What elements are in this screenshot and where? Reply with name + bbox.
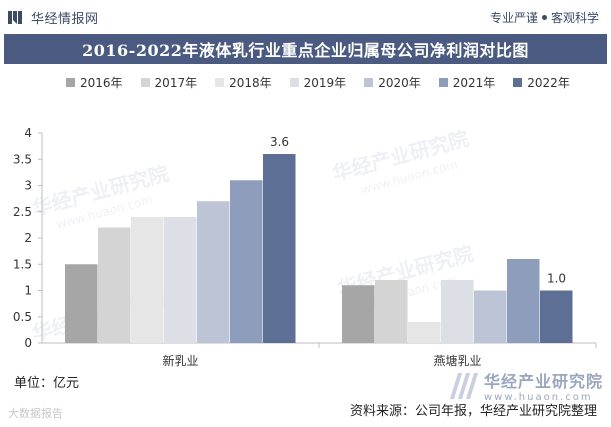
y-tick-label: 0.5 xyxy=(13,310,32,324)
bar xyxy=(474,290,507,343)
bar xyxy=(197,201,230,343)
legend-swatch xyxy=(513,78,523,87)
legend-item: 2019年 xyxy=(289,74,347,91)
y-tick-label: 2.5 xyxy=(13,205,32,219)
bar xyxy=(408,322,441,343)
bar-chart: 0 0.5 1 1.5 2 2.5 3 3.5 4 新乳业 燕塘乳业 3.6 1.0 xyxy=(13,126,597,368)
bar xyxy=(540,290,573,343)
legend-item: 2016年 xyxy=(66,74,123,91)
bar xyxy=(375,280,408,343)
legend-swatch xyxy=(289,78,299,87)
legend-swatch xyxy=(140,78,150,87)
data-label: 1.0 xyxy=(547,272,566,286)
bar xyxy=(98,227,131,343)
brand: 华经情报网 xyxy=(8,8,99,27)
source-note: 资料来源：公司年报，华经产业研究院整理 xyxy=(349,404,597,419)
footer-brand: 大数据报告 xyxy=(8,407,63,420)
unit-label: 单位：亿元 xyxy=(14,376,80,391)
legend-label: 2021年 xyxy=(452,76,496,90)
title-bar: 2016-2022年液体乳行业重点企业归属母公司净利润对比图 xyxy=(4,34,607,64)
x-tick-label: 新乳业 xyxy=(162,353,198,368)
bar xyxy=(230,180,263,343)
watermark-logo: 华经产业研究院 www.huaon.com xyxy=(448,368,603,403)
legend-item: 2020年 xyxy=(364,74,421,91)
bar xyxy=(507,259,540,343)
legend-swatch xyxy=(438,78,448,87)
legend-label: 2022年 xyxy=(527,76,570,90)
bar xyxy=(342,285,375,343)
bar xyxy=(441,280,474,343)
y-tick-label: 1 xyxy=(24,284,32,298)
legend-item: 2017年 xyxy=(140,74,198,91)
slogan-right: 客观科学 xyxy=(550,11,599,25)
brand-logo-icon xyxy=(8,11,22,24)
legend-label: 2017年 xyxy=(154,76,198,90)
legend-item: 2021年 xyxy=(438,74,496,91)
chart-legend: 2016年 2017年 2018年 2019年 2020年 2021年 2022年 xyxy=(66,74,588,91)
x-tick-label: 燕塘乳业 xyxy=(433,353,481,368)
y-tick-label: 3.5 xyxy=(13,152,32,166)
bar xyxy=(164,217,197,343)
legend-swatch xyxy=(364,78,374,87)
bar xyxy=(65,264,98,343)
y-tick-label: 0 xyxy=(24,336,32,350)
legend-label: 2016年 xyxy=(80,76,123,90)
bar xyxy=(263,154,296,343)
legend-swatch xyxy=(215,78,225,87)
watermark-logo-cn: 华经产业研究院 xyxy=(483,372,603,391)
data-label: 3.6 xyxy=(270,135,289,149)
y-tick-label: 4 xyxy=(24,126,32,140)
slogan-left: 专业严谨 xyxy=(489,11,538,25)
legend-label: 2018年 xyxy=(229,76,272,90)
stripes-logo-icon xyxy=(449,372,478,399)
legend-item: 2018年 xyxy=(215,74,272,91)
legend-label: 2020年 xyxy=(378,76,421,90)
legend-swatch xyxy=(66,78,75,87)
watermark-logo-en: www.huaon.com xyxy=(483,392,593,403)
chart-title: 2016-2022年液体乳行业重点企业归属母公司净利润对比图 xyxy=(82,41,529,60)
slogan: 专业严谨 客观科学 xyxy=(490,9,599,26)
bullet-dot-icon xyxy=(541,15,547,20)
y-tick-label: 3 xyxy=(24,179,32,193)
brand-name: 华经情报网 xyxy=(31,12,99,27)
legend-label: 2019年 xyxy=(303,76,347,90)
y-tick-label: 2 xyxy=(24,231,32,245)
legend-item: 2022年 xyxy=(513,74,570,91)
bar xyxy=(131,217,164,343)
top-bar: 华经情报网 专业严谨 客观科学 xyxy=(0,0,611,32)
y-tick-label: 1.5 xyxy=(13,257,32,271)
